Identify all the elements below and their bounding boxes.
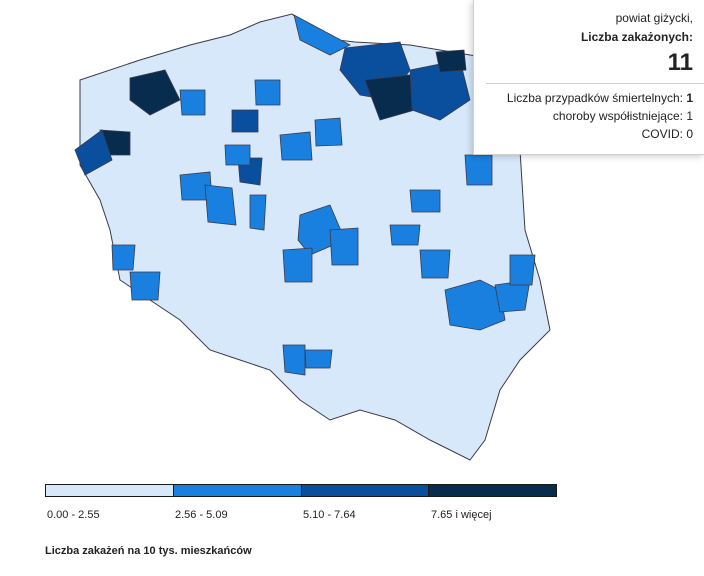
county-shape[interactable] bbox=[293, 14, 351, 56]
county-shape[interactable] bbox=[74, 129, 113, 176]
legend-color-bar bbox=[45, 484, 557, 497]
tooltip-covid: COVID: 0 bbox=[480, 126, 693, 142]
county-shape[interactable] bbox=[282, 247, 313, 283]
tooltip-cases-value: 11 bbox=[667, 49, 693, 76]
tooltip-comorbid-label: choroby współistniejące: bbox=[552, 109, 683, 123]
legend-swatch-1 bbox=[46, 485, 174, 496]
legend-labels: 0.00 - 2.55 2.56 - 5.09 5.10 - 7.64 7.65… bbox=[45, 509, 557, 521]
tooltip-divider bbox=[486, 83, 704, 84]
county-shape[interactable] bbox=[224, 144, 251, 166]
county-shape[interactable] bbox=[282, 344, 306, 376]
legend-label-2: 2.56 - 5.09 bbox=[175, 509, 228, 521]
county-shape[interactable] bbox=[279, 131, 313, 161]
county-shape[interactable] bbox=[509, 254, 536, 286]
tooltip-comorbid-value: 1 bbox=[686, 109, 693, 123]
county-shape[interactable] bbox=[314, 117, 343, 147]
county-shape[interactable] bbox=[231, 109, 259, 133]
county-shape[interactable] bbox=[304, 349, 333, 369]
legend-label-4: 7.65 i więcej bbox=[431, 509, 492, 521]
county-shape[interactable] bbox=[129, 271, 161, 301]
county-shape[interactable] bbox=[249, 194, 267, 231]
tooltip-covid-value: 0 bbox=[686, 127, 693, 141]
county-shape[interactable] bbox=[419, 249, 451, 279]
tooltip-cases-label: Liczba zakażonych: bbox=[580, 30, 693, 44]
legend: 0.00 - 2.55 2.56 - 5.09 5.10 - 7.64 7.65… bbox=[45, 484, 557, 521]
legend-label-1: 0.00 - 2.55 bbox=[47, 509, 100, 521]
county-shape[interactable] bbox=[464, 154, 493, 186]
legend-swatch-4 bbox=[429, 485, 556, 496]
legend-swatch-2 bbox=[173, 485, 302, 496]
county-shape[interactable] bbox=[329, 227, 359, 266]
tooltip-covid-label: COVID: bbox=[641, 127, 683, 141]
county-shape[interactable] bbox=[179, 89, 206, 116]
county-shape[interactable] bbox=[435, 49, 467, 73]
tooltip-comorbid: choroby współistniejące: 1 bbox=[480, 108, 693, 124]
county-shape[interactable] bbox=[129, 69, 181, 116]
poland-county-map bbox=[74, 13, 551, 461]
legend-label-3: 5.10 - 7.64 bbox=[303, 509, 356, 521]
county-tooltip: powiat giżycki, Liczba zakażonych: 11 Li… bbox=[473, 0, 704, 155]
legend-caption: Liczba zakażeń na 10 tys. mieszkańców bbox=[45, 545, 252, 557]
legend-swatch-3 bbox=[301, 485, 430, 496]
county-shape[interactable] bbox=[389, 224, 421, 246]
tooltip-deaths-label: Liczba przypadków śmiertelnych: bbox=[506, 91, 683, 105]
county-shape[interactable] bbox=[444, 279, 506, 331]
tooltip-deaths-value: 1 bbox=[686, 91, 693, 105]
tooltip-county-name: powiat giżycki, bbox=[615, 11, 693, 25]
county-shape[interactable] bbox=[204, 184, 237, 226]
county-shape[interactable] bbox=[409, 189, 441, 213]
county-shape[interactable] bbox=[111, 244, 136, 271]
county-shape[interactable] bbox=[254, 79, 281, 106]
tooltip-deaths: Liczba przypadków śmiertelnych: 1 bbox=[480, 90, 693, 106]
